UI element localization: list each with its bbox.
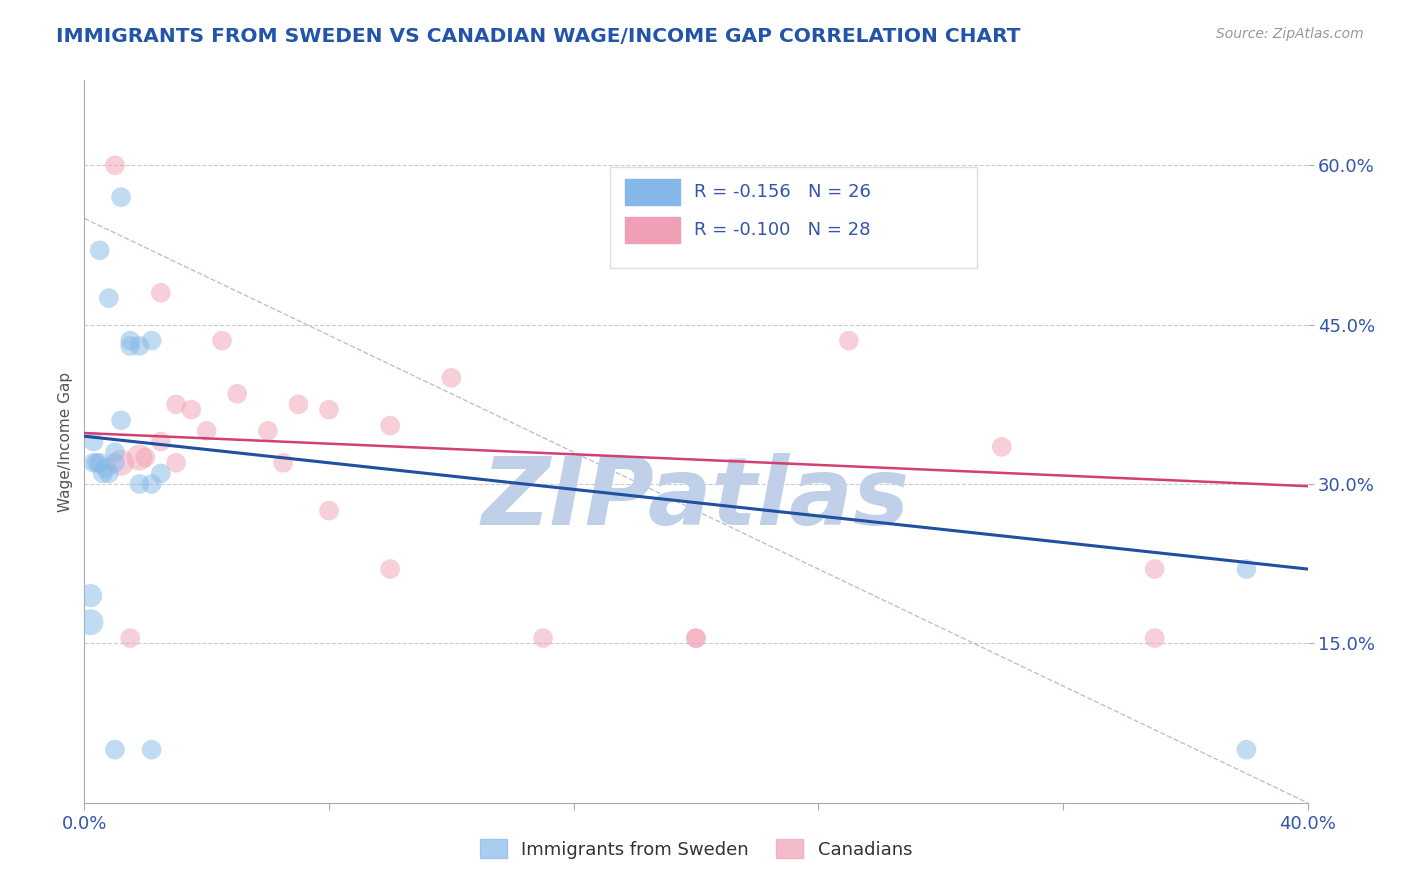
Point	[226, 386, 249, 401]
Legend: Immigrants from Sweden, Canadians: Immigrants from Sweden, Canadians	[472, 832, 920, 866]
Point	[97, 467, 120, 481]
Point	[195, 424, 218, 438]
Point	[104, 445, 127, 459]
Point	[318, 402, 340, 417]
Point	[380, 418, 402, 433]
Point	[685, 631, 707, 645]
Point	[91, 467, 114, 481]
Point	[838, 334, 860, 348]
Point	[120, 631, 142, 645]
Point	[685, 631, 707, 645]
Point	[141, 742, 163, 756]
Point	[128, 450, 150, 465]
Point	[83, 434, 105, 449]
Point	[1236, 562, 1258, 576]
Bar	[610, 167, 977, 268]
Point	[79, 615, 101, 630]
Bar	[626, 217, 681, 243]
Point	[128, 339, 150, 353]
Point	[89, 244, 111, 258]
Bar	[626, 178, 681, 204]
Point	[110, 190, 132, 204]
Point	[97, 291, 120, 305]
Point	[1143, 631, 1166, 645]
Point	[89, 456, 111, 470]
Point	[128, 477, 150, 491]
Point	[257, 424, 280, 438]
Point	[83, 456, 105, 470]
Point	[165, 397, 187, 411]
Point	[287, 397, 309, 411]
Point	[120, 339, 142, 353]
Text: Source: ZipAtlas.com: Source: ZipAtlas.com	[1216, 27, 1364, 41]
Point	[141, 477, 163, 491]
Point	[141, 334, 163, 348]
Point	[86, 456, 108, 470]
Point	[271, 456, 294, 470]
Point	[135, 450, 157, 465]
Point	[531, 631, 554, 645]
Point	[991, 440, 1014, 454]
Point	[120, 334, 142, 348]
Text: IMMIGRANTS FROM SWEDEN VS CANADIAN WAGE/INCOME GAP CORRELATION CHART: IMMIGRANTS FROM SWEDEN VS CANADIAN WAGE/…	[56, 27, 1021, 45]
Point	[318, 503, 340, 517]
Point	[1236, 742, 1258, 756]
Point	[104, 456, 127, 470]
Text: R = -0.156   N = 26: R = -0.156 N = 26	[693, 183, 870, 201]
Text: ZIPatlas: ZIPatlas	[482, 453, 910, 545]
Point	[110, 413, 132, 427]
Point	[104, 158, 127, 172]
Point	[110, 456, 132, 470]
Point	[440, 371, 463, 385]
Point	[94, 461, 117, 475]
Point	[149, 467, 172, 481]
Point	[79, 589, 101, 603]
Point	[1143, 562, 1166, 576]
Point	[211, 334, 233, 348]
Point	[104, 742, 127, 756]
Point	[149, 285, 172, 300]
Point	[149, 434, 172, 449]
Point	[380, 562, 402, 576]
Point	[180, 402, 202, 417]
Y-axis label: Wage/Income Gap: Wage/Income Gap	[58, 371, 73, 512]
Text: R = -0.100   N = 28: R = -0.100 N = 28	[693, 221, 870, 239]
Point	[165, 456, 187, 470]
